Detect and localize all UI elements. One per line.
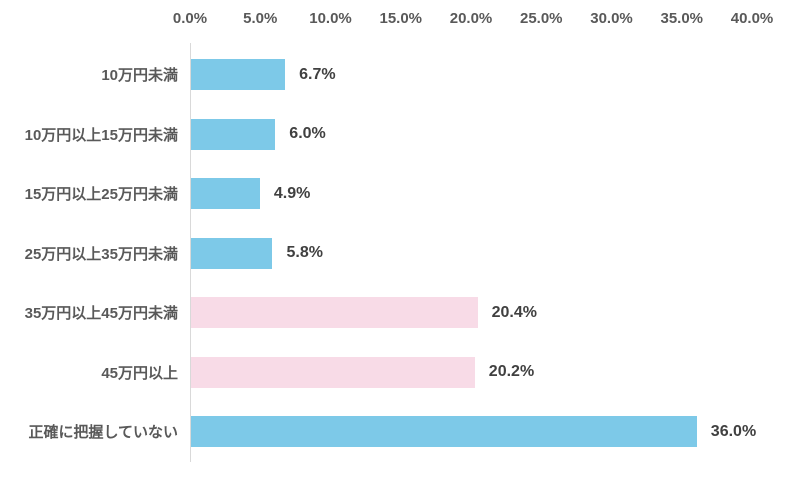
x-tick-label: 15.0% xyxy=(379,10,423,27)
value-label: 36.0% xyxy=(710,422,757,440)
bar xyxy=(191,416,697,448)
chart-row: 15万円以上25万円未満 4.9% xyxy=(0,164,800,224)
chart-row: 10万円以上15万円未満 6.0% xyxy=(0,105,800,165)
value-label: 6.7% xyxy=(299,65,336,83)
value-label: 6.0% xyxy=(289,125,326,143)
bar xyxy=(191,297,478,329)
chart-rows: 10万円未満 6.7% 10万円以上15万円未満 6.0% 15万円以上25万円未満 4.… xyxy=(0,45,800,462)
category-label: 正確に把握していない xyxy=(28,424,178,442)
category-label: 45万円以上 xyxy=(101,364,178,382)
x-tick-label: 25.0% xyxy=(519,10,563,27)
y-axis-line xyxy=(190,43,191,462)
bar xyxy=(191,59,286,91)
x-tick-label: 20.0% xyxy=(449,10,493,27)
category-label: 10万円未満 xyxy=(101,67,178,85)
x-tick-label: 5.0% xyxy=(243,10,278,27)
chart-row: 25万円以上35万円未満 5.8% xyxy=(0,224,800,284)
x-axis: 0.0% 5.0% 10.0% 15.0% 20.0% 25.0% 30.0% 35.0% 40… xyxy=(0,10,800,32)
x-tick-label: 35.0% xyxy=(660,10,704,27)
category-label: 35万円以上45万円未満 xyxy=(24,305,178,323)
bar xyxy=(191,178,260,210)
chart-row: 35万円以上45万円未満 20.4% xyxy=(0,283,800,343)
chart-row: 10万円未満 6.7% xyxy=(0,45,800,105)
value-label: 20.4% xyxy=(491,303,537,321)
bar xyxy=(191,118,276,150)
chart-row: 正確に把握していない 36.0% xyxy=(0,402,800,462)
bar xyxy=(191,237,273,269)
category-label: 25万円以上35万円未満 xyxy=(24,245,178,263)
chart-row: 45万円以上 20.2% xyxy=(0,343,800,403)
x-tick-label: 30.0% xyxy=(590,10,633,27)
category-label: 10万円以上15万円未満 xyxy=(24,126,178,144)
x-tick-label: 10.0% xyxy=(309,10,352,27)
x-tick-label: 0.0% xyxy=(172,10,208,27)
value-label: 20.2% xyxy=(488,363,535,381)
value-label: 5.8% xyxy=(286,244,323,262)
category-label: 15万円以上25万円未満 xyxy=(24,186,178,204)
x-tick-label: 40.0% xyxy=(730,10,774,27)
value-label: 4.9% xyxy=(273,184,311,202)
bar xyxy=(191,356,475,388)
